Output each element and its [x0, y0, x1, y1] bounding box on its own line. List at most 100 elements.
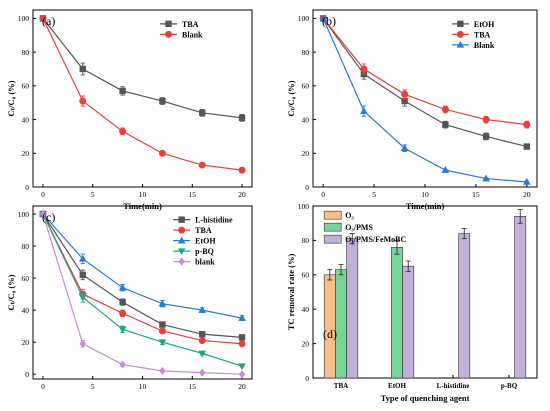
- legend-label: TBA: [182, 20, 199, 29]
- data-point: [78, 254, 87, 262]
- legend-marker: [178, 216, 185, 223]
- data-point: [401, 97, 408, 105]
- x-tick-label: 5: [372, 190, 376, 199]
- data-point: [238, 166, 246, 174]
- series-tba: [39, 210, 246, 348]
- legend-label: O₃/PMS/FeMoBC: [345, 235, 406, 244]
- x-tick-label: 20: [238, 382, 246, 391]
- data-point: [482, 174, 490, 182]
- series-tba: [319, 14, 531, 129]
- data-point: [523, 121, 531, 129]
- y-tick-label: 100: [18, 210, 30, 219]
- data-point: [238, 370, 246, 379]
- data-point: [159, 366, 166, 375]
- x-tick-label: 0: [321, 190, 325, 199]
- data-point: [159, 97, 166, 105]
- data-point: [119, 127, 127, 135]
- data-point: [523, 143, 531, 150]
- data-point: [198, 350, 207, 358]
- y-tick-label: 40: [302, 115, 310, 124]
- bar: [391, 246, 403, 379]
- x-tick-label: 5: [91, 382, 95, 391]
- y-tick-label: 60: [302, 271, 310, 280]
- data-point: [401, 90, 409, 98]
- legend-marker: [165, 20, 172, 28]
- legend-label: TBA: [195, 226, 212, 235]
- y-tick-label: 60: [22, 274, 30, 283]
- y-axis-label: Cₜ/C₀ (%): [6, 80, 16, 116]
- series-line: [42, 213, 243, 375]
- data-point: [118, 283, 127, 291]
- data-point: [238, 114, 246, 122]
- legend-label: O₃/PMS: [345, 223, 373, 232]
- data-point: [482, 133, 490, 140]
- data-point: [523, 177, 531, 185]
- legend-swatch: [323, 210, 342, 220]
- data-point: [39, 14, 47, 22]
- x-tick-label: 0: [41, 190, 45, 199]
- y-tick-label: 40: [22, 306, 30, 315]
- x-tick-label: 0: [41, 382, 45, 391]
- data-point: [119, 298, 126, 306]
- data-point: [198, 161, 206, 169]
- legend-marker: [178, 226, 186, 234]
- legend-marker: [178, 257, 185, 266]
- legend-label: L-histidine: [195, 216, 233, 225]
- data-point: [360, 107, 368, 114]
- series-line: [322, 18, 527, 126]
- data-point: [400, 144, 409, 152]
- series-tba: [39, 15, 246, 122]
- y-tick-label: 20: [22, 149, 30, 158]
- data-point: [238, 334, 246, 341]
- x-tick-label: TBA: [334, 382, 348, 390]
- data-point: [442, 121, 449, 128]
- data-point: [441, 166, 450, 173]
- series-l-histidine: [39, 210, 246, 341]
- legend-label: Blank: [474, 41, 495, 50]
- series-blank: [319, 14, 531, 185]
- x-tick-label: 15: [189, 190, 197, 199]
- panel-label: (b): [322, 14, 336, 28]
- chart-panel-d: 0 20 40 60 80 100 TC removal rate (%) TBA EtOH L-…: [286, 202, 538, 403]
- legend-marker: [457, 20, 464, 28]
- x-tick-label: p-BQ: [501, 382, 518, 390]
- x-tick-label: EtOH: [388, 382, 406, 390]
- legend-marker: [177, 248, 186, 256]
- legend-label: EtOH: [195, 237, 216, 246]
- data-point: [79, 271, 86, 279]
- panel-label: (c): [42, 210, 55, 224]
- x-axis-label: Type of quenching agent: [381, 393, 470, 403]
- y-tick-label: 0: [305, 374, 309, 383]
- series-line: [322, 18, 527, 183]
- x-tick-label: 10: [139, 382, 147, 391]
- data-point: [78, 294, 87, 302]
- data-point: [238, 340, 246, 348]
- data-point: [119, 309, 127, 317]
- y-tick-label: 100: [298, 14, 310, 23]
- data-point: [199, 109, 206, 117]
- y-tick-label: 20: [22, 338, 30, 347]
- legend-label: p-BQ: [195, 247, 214, 256]
- series-line: [42, 18, 243, 171]
- y-tick-label: 40: [302, 305, 310, 314]
- y-axis-label: Cₜ/C₀ (%): [286, 80, 296, 116]
- data-point: [158, 339, 167, 347]
- plot-frame: [32, 9, 253, 188]
- legend-marker: [165, 30, 173, 38]
- series-p-bq: [39, 211, 246, 371]
- y-tick-label: 80: [302, 48, 310, 57]
- data-point: [360, 65, 368, 73]
- legend-marker: [456, 40, 465, 48]
- legend-swatch: [323, 222, 342, 232]
- plot-frame: [312, 9, 538, 188]
- y-tick-label: 40: [22, 115, 30, 124]
- data-point: [119, 87, 126, 95]
- y-tick-label: 20: [302, 339, 310, 348]
- data-point: [319, 14, 327, 22]
- data-point: [39, 210, 47, 219]
